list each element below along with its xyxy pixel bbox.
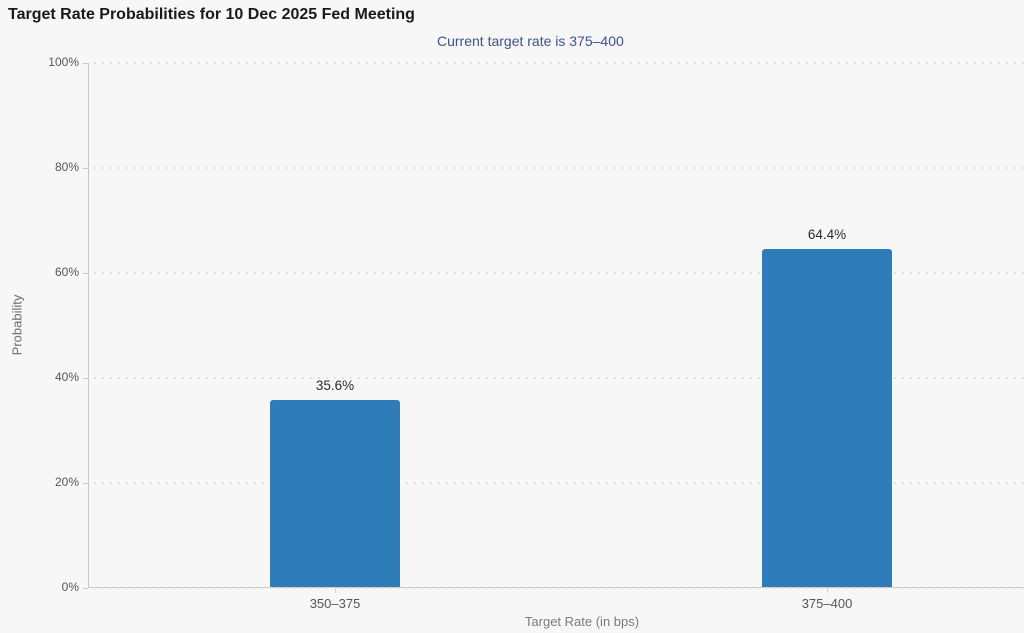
gridline-100%: [94, 62, 1024, 64]
x-axis-tick-350-375: [335, 588, 336, 593]
y-axis-tick: [83, 378, 88, 379]
bar-350-375[interactable]: [270, 400, 400, 587]
x-category-label-350-375: 350–375: [309, 596, 361, 611]
y-tick-label: 40%: [54, 370, 79, 384]
y-tick-label: 0%: [61, 580, 79, 594]
x-axis-tick-375-400: [827, 588, 828, 593]
y-tick-label: 20%: [54, 475, 79, 489]
y-axis-tick: [83, 168, 88, 169]
chart-title: Target Rate Probabilities for 10 Dec 202…: [8, 6, 415, 23]
gridline-80%: [94, 167, 1024, 169]
bar-375-400[interactable]: [762, 248, 892, 587]
x-axis-title: Target Rate (in bps): [524, 614, 640, 629]
y-axis-tick: [83, 483, 88, 484]
x-category-label-375-400: 375–400: [801, 596, 853, 611]
chart-subtitle: Current target rate is 375–400: [437, 33, 624, 49]
bar-value-label-375-400: 64.4%: [807, 226, 847, 242]
y-tick-label: 60%: [54, 265, 79, 279]
y-axis-tick: [83, 588, 88, 589]
y-tick-label: 80%: [54, 160, 79, 174]
y-axis-title: Probability: [9, 294, 25, 356]
y-tick-label: 100%: [48, 55, 79, 69]
y-axis-tick: [83, 63, 88, 64]
plot-area: 0% 20% 40% 60% 80% 100% 35.6% 350–375 64.4% 375–4…: [48, 55, 1024, 611]
gridline-0%: [94, 587, 1024, 589]
y-axis-tick: [83, 273, 88, 274]
bar-value-label-350-375: 35.6%: [315, 378, 355, 394]
